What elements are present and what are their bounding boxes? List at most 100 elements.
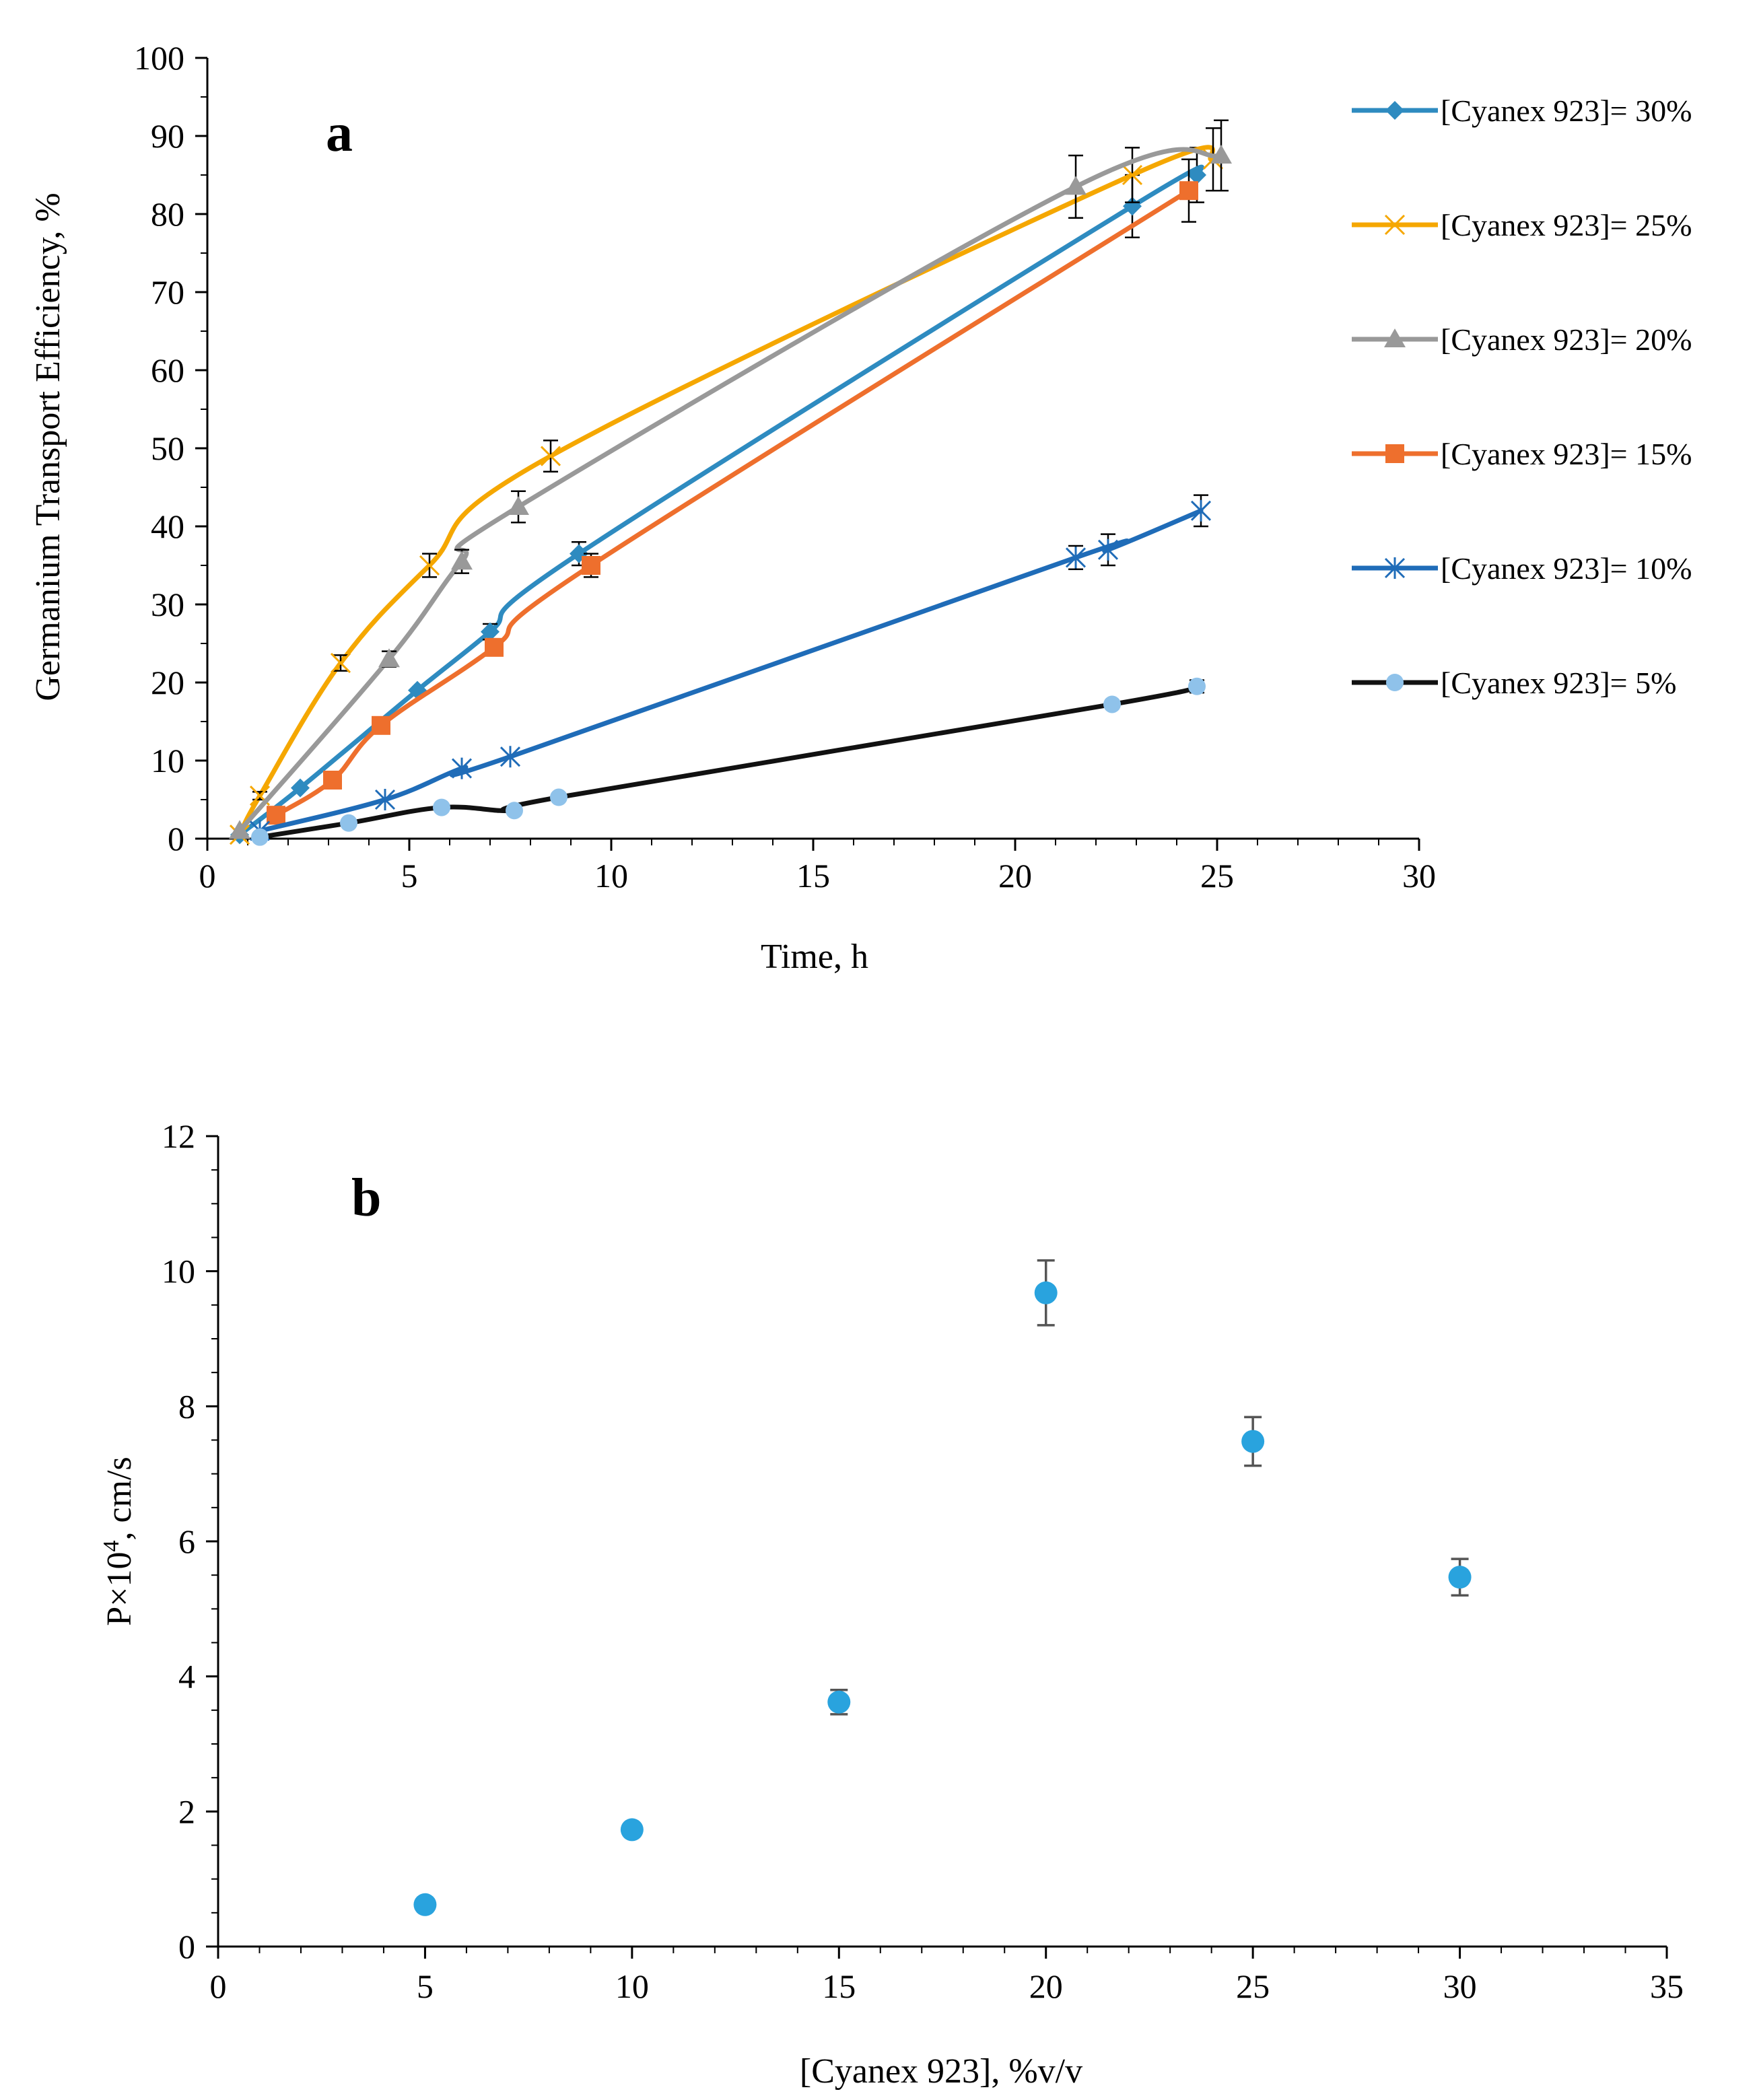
panel-a-data-point — [582, 556, 600, 575]
panel-a-data-point — [1210, 145, 1232, 164]
panel-a-legend-item-3: [Cyanex 923]= 15% — [1352, 437, 1692, 471]
panel-a-data-point — [1097, 538, 1119, 561]
panel-a-y-tick-label: 80 — [151, 195, 184, 233]
panel-a-data-point — [374, 789, 396, 810]
panel-b-y-tick-label: 12 — [162, 1117, 195, 1155]
panel-a-series-0 — [230, 147, 1206, 845]
panel-b-y-tick-label: 8 — [178, 1387, 195, 1425]
panel-b-y-axis-title: P×104, cm/s — [99, 1457, 139, 1625]
panel-b-y-tick-label: 4 — [178, 1658, 195, 1695]
panel-a-y-axis-title: Germanium Transport Efficiency, % — [29, 193, 67, 701]
panel-a-data-point — [251, 828, 269, 846]
panel-b-x-tick-label: 30 — [1443, 1967, 1477, 2005]
panel-b-letter: b — [351, 1168, 382, 1228]
panel-a-x-tick-label: 30 — [1402, 857, 1436, 895]
panel-a-data-point — [1065, 176, 1087, 195]
panel-a-legend-marker — [1385, 101, 1404, 120]
panel-a-data-point — [550, 788, 567, 806]
panel-a-series-line — [273, 188, 1192, 818]
panel-a-data-point — [323, 771, 342, 790]
panel-a-y-tick-label: 50 — [151, 429, 184, 467]
panel-a-x-tick-label: 25 — [1200, 857, 1234, 895]
panel-a-legend-marker — [1384, 214, 1406, 236]
panel-a-legend-item-4: [Cyanex 923]= 10% — [1352, 551, 1692, 586]
panel-a-data-point — [340, 814, 357, 832]
panel-a-data-point — [1190, 499, 1212, 522]
panel-a-data-point — [1065, 547, 1087, 569]
panel-a-legend-label: [Cyanex 923]= 30% — [1441, 94, 1692, 128]
panel-a-y-tick-label: 100 — [134, 39, 184, 77]
panel-b-y-axis-title-main: P×10 — [100, 1551, 139, 1625]
panel-b-x-tick-label: 0 — [210, 1967, 227, 2005]
panel-a-x-tick-label: 15 — [796, 857, 830, 895]
panel-a-series-line — [237, 147, 1224, 833]
panel-b-scatter-chart: 0 5 10 15 20 25 30 35 0 2 4 6 8 10 12 b [Cyanex 923], … — [99, 1117, 1684, 2091]
panel-a-data-point — [499, 746, 521, 768]
panel-a-data-point — [1187, 166, 1206, 184]
panel-a-legend-item-0: [Cyanex 923]= 30% — [1352, 94, 1692, 128]
panel-b-point-group — [1034, 1259, 1058, 1327]
panel-a-data-point — [1179, 181, 1198, 201]
panel-b-data-point — [413, 1893, 437, 1916]
panel-a-y-tick-label: 30 — [151, 586, 184, 623]
panel-a-data-point — [330, 652, 351, 674]
panel-a-legend-marker — [1386, 674, 1404, 691]
panel-a-series-2 — [229, 119, 1232, 839]
panel-a-legend-label: [Cyanex 923]= 25% — [1441, 208, 1692, 242]
panel-a-data-point — [540, 446, 561, 466]
panel-a-legend-item-2: [Cyanex 923]= 20% — [1352, 322, 1692, 357]
panel-a-series-1 — [229, 127, 1224, 845]
panel-a-legend-marker — [1384, 557, 1406, 579]
panel-a-data-point — [506, 802, 523, 820]
panel-a-data-point — [291, 778, 310, 798]
panel-b-x-axis-title: [Cyanex 923], %v/v — [800, 2052, 1082, 2091]
panel-a-legend-label: [Cyanex 923]= 15% — [1441, 437, 1692, 471]
panel-a-series-5 — [251, 677, 1206, 846]
panel-a-series-3 — [267, 158, 1198, 825]
panel-b-y-tick-label: 6 — [178, 1523, 195, 1560]
panel-a-legend-label: [Cyanex 923]= 20% — [1441, 322, 1692, 357]
panel-a-legend: [Cyanex 923]= 30% [Cyanex 923]= 25% [Cyane… — [1352, 94, 1692, 700]
panel-b-y-axis-title-rest: , cm/s — [100, 1457, 139, 1540]
panel-b-point-group — [1241, 1415, 1265, 1467]
panel-a-data-point — [451, 551, 473, 570]
panel-a-data-point — [267, 806, 285, 825]
panel-b-x-tick-label: 20 — [1029, 1967, 1063, 2005]
panel-a-data-point — [433, 798, 450, 816]
panel-b-y-tick-label: 0 — [178, 1928, 195, 1965]
panel-b-data-point — [1034, 1281, 1058, 1304]
panel-b-x-tick-label: 15 — [822, 1967, 856, 2005]
panel-a-data-point — [508, 496, 529, 515]
panel-a-x-tick-label: 5 — [401, 857, 418, 895]
panel-b-y-tick-label: 10 — [162, 1253, 195, 1290]
panel-a-x-axis-title: Time, h — [761, 938, 868, 976]
panel-b-x-tick-label: 35 — [1650, 1967, 1684, 2005]
panel-a-y-tick-label: 90 — [151, 117, 184, 155]
panel-a-legend-item-1: [Cyanex 923]= 25% — [1352, 208, 1692, 242]
panel-a-data-point — [372, 715, 390, 735]
panel-b-data-point — [1448, 1566, 1472, 1589]
panel-a-y-tick-label: 60 — [151, 351, 184, 389]
panel-a-data-point — [229, 820, 250, 839]
panel-b-point-group — [1448, 1558, 1472, 1597]
panel-a-x-tick-label: 0 — [199, 857, 216, 895]
panel-b-point-group — [413, 1893, 437, 1916]
panel-b-points — [413, 1259, 1472, 1916]
panel-a-series — [229, 119, 1232, 846]
panel-b-data-point — [620, 1818, 644, 1842]
panel-b-x-tick-label: 10 — [615, 1967, 649, 2005]
panel-a-data-point — [1122, 164, 1143, 186]
panel-b-point-group — [827, 1688, 851, 1716]
panel-a-data-point — [1103, 695, 1121, 713]
panel-a-data-point — [419, 555, 440, 576]
panel-a-y-tick-label: 40 — [151, 508, 184, 545]
panel-a-legend-label: [Cyanex 923]= 5% — [1441, 666, 1676, 700]
panel-b-y-tick-label: 2 — [178, 1792, 195, 1830]
panel-a-axes: 0 5 10 15 20 25 30 0 10 20 30 40 50 60 70 80 90 100 — [134, 39, 1436, 895]
panel-a-data-point — [481, 622, 499, 641]
panel-b-data-point — [827, 1690, 851, 1714]
panel-b-point-group — [620, 1818, 644, 1842]
panel-a-y-tick-label: 20 — [151, 664, 184, 701]
panel-a-data-point — [378, 648, 400, 668]
